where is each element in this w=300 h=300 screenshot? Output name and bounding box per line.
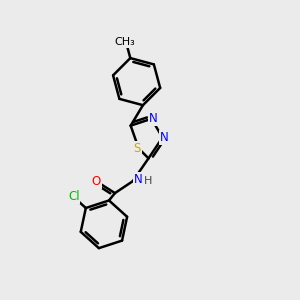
- Text: N: N: [134, 173, 142, 186]
- Text: S: S: [133, 142, 141, 155]
- Text: CH₃: CH₃: [114, 37, 135, 47]
- Text: N: N: [160, 131, 169, 144]
- Text: N: N: [149, 112, 158, 125]
- Text: H: H: [144, 176, 152, 186]
- Text: O: O: [92, 175, 101, 188]
- Text: Cl: Cl: [68, 190, 80, 203]
